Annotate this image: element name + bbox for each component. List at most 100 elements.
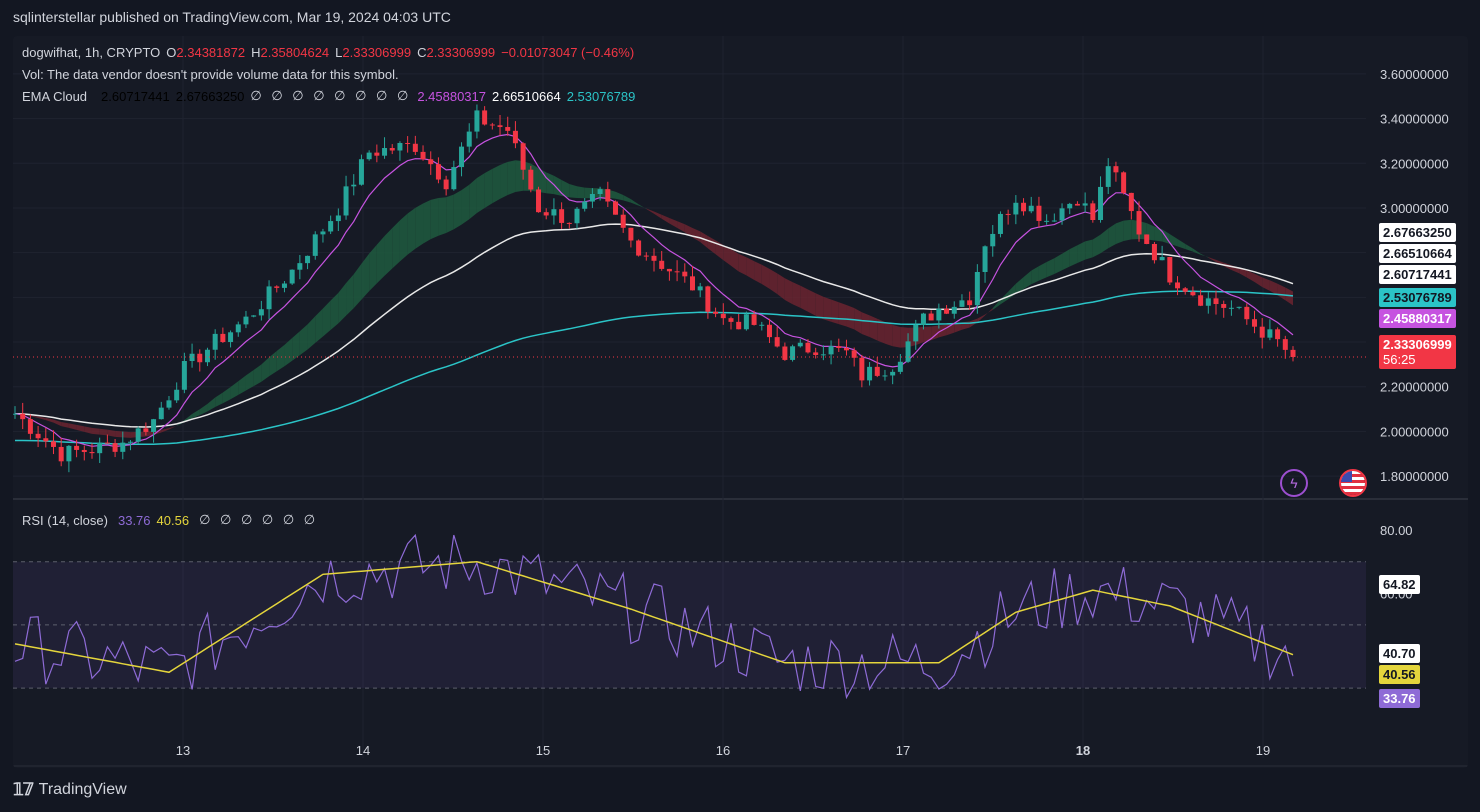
candle-body: [451, 167, 457, 190]
candle-body: [867, 366, 873, 381]
ema-cloud-segment: [669, 218, 678, 228]
candle-body: [382, 148, 388, 156]
candle-body: [482, 110, 488, 125]
ema-cloud-segment: [654, 211, 662, 219]
ema-cloud-segment: [1015, 277, 1024, 294]
candle-body: [97, 442, 103, 454]
candle-body: [566, 222, 572, 224]
ema-cloud-segment: [1085, 239, 1093, 260]
candle-body: [1113, 166, 1119, 173]
ema-cloud-segment: [923, 326, 932, 343]
candle-body: [628, 227, 634, 241]
ema-cloud-segment: [30, 415, 39, 419]
rsi-pane[interactable]: [13, 533, 1366, 700]
lightning-icon[interactable]: ϟ: [1280, 469, 1308, 497]
ema-cloud-segment: [161, 428, 169, 433]
candle-body: [1013, 202, 1019, 215]
candle-body: [1036, 205, 1042, 221]
rsi-badge: 33.76: [1379, 689, 1420, 708]
us-flag-icon[interactable]: [1339, 469, 1367, 497]
candle-body: [1198, 295, 1204, 306]
candle-body: [474, 110, 480, 132]
candle-body: [466, 131, 472, 147]
candle-body: [1159, 257, 1165, 261]
ema-cloud-segment: [761, 264, 770, 289]
candle-body: [204, 349, 210, 363]
candle-body: [158, 407, 164, 420]
candle-body: [743, 314, 749, 330]
candle-body: [720, 313, 726, 319]
low-value: 2.33306999: [342, 45, 412, 60]
ema-value-3: 2.45880317: [417, 88, 486, 104]
candle-body: [1128, 192, 1134, 212]
ema-cloud-segment: [1269, 280, 1278, 296]
chart-svg[interactable]: 3.60000000 3.40000000 3.20000000 3.00000000…: [13, 36, 1468, 768]
ema-cloud-segment: [1246, 270, 1255, 282]
ema-cloud-segment: [630, 199, 639, 206]
candle-body: [759, 324, 765, 326]
rsi-ma-line: [14, 560, 1294, 674]
ema-cloud-segment: [985, 308, 993, 316]
candle-body: [1051, 220, 1057, 222]
ema-cloud-segment: [1285, 287, 1293, 306]
ema-cloud-segment: [1254, 273, 1263, 288]
chart-container[interactable]: 3.60000000 3.40000000 3.20000000 3.00000000…: [13, 36, 1468, 768]
candle-body: [289, 269, 295, 284]
ema-cloud-segment: [423, 199, 431, 244]
ema-cloud-segment: [1115, 220, 1124, 244]
ema-cloud-segment: [677, 221, 685, 233]
ema-8-line: [14, 133, 1294, 448]
candle-body: [297, 263, 303, 270]
candle-body: [1275, 329, 1281, 340]
countdown-timer: 56:25: [1383, 352, 1416, 367]
ema-cloud-segment: [746, 257, 755, 280]
ema-cloud-segment: [577, 186, 585, 199]
ema-cloud-segment: [777, 273, 785, 301]
ema-cloud-segment: [61, 421, 69, 428]
candle-body: [974, 271, 980, 306]
candle-body: [682, 271, 688, 277]
ema-cloud-segment: [1077, 241, 1086, 263]
candle-body: [220, 333, 226, 343]
high-label: H: [251, 45, 261, 60]
symbol-legend: dogwifhat, 1h, CRYPTO O2.34381872 H2.358…: [22, 45, 640, 60]
candle-body: [920, 313, 926, 325]
ema-cloud-segment: [1108, 223, 1116, 249]
candle-body: [1105, 166, 1111, 187]
ema-value-4: 2.66510664: [492, 88, 561, 104]
candle-body: [689, 276, 695, 291]
ema-cloud-segment: [330, 292, 339, 330]
candle-body: [897, 361, 903, 372]
candle-body: [697, 286, 703, 291]
ema-cloud-segment: [1200, 253, 1209, 258]
candle-body: [536, 189, 542, 213]
candle-body: [1074, 203, 1080, 206]
ema-55-line: [14, 223, 1294, 428]
price-pane[interactable]: [13, 104, 1366, 473]
ema-cloud-segment: [1185, 243, 1193, 252]
tradingview-brand[interactable]: 𝟙𝟟 TradingView: [13, 780, 127, 800]
candle-body: [1136, 211, 1142, 235]
ema-cloud-segment: [623, 195, 631, 203]
rsi-legend[interactable]: RSI (14, close) 33.76 40.56 ∅ ∅ ∅ ∅ ∅ ∅: [22, 512, 324, 528]
candle-body: [643, 255, 649, 257]
candle-body: [489, 124, 495, 126]
ema-cloud-segment: [861, 312, 870, 337]
candle-body: [135, 428, 141, 442]
close-label: C: [417, 45, 427, 60]
ema-cloud-segment: [800, 285, 808, 312]
candle-body: [1182, 288, 1188, 292]
close-value: 2.33306999: [426, 45, 496, 60]
ema-cloud-segment: [1023, 270, 1032, 290]
ema-cloud-legend[interactable]: EMA Cloud 2.60717441 2.67663250 ∅ ∅ ∅ ∅ …: [22, 88, 641, 104]
candle-body: [1236, 306, 1242, 308]
candle-body: [666, 268, 672, 272]
ema-cloud-segment: [1092, 234, 1101, 258]
candle-body: [435, 164, 441, 180]
candle-body: [890, 371, 896, 376]
ema-cloud-segment: [1038, 261, 1047, 281]
candle-body: [736, 321, 742, 330]
ema-cloud-segment: [1123, 219, 1132, 242]
ema-cloud-segment: [1277, 283, 1286, 301]
candle-body: [89, 452, 95, 454]
